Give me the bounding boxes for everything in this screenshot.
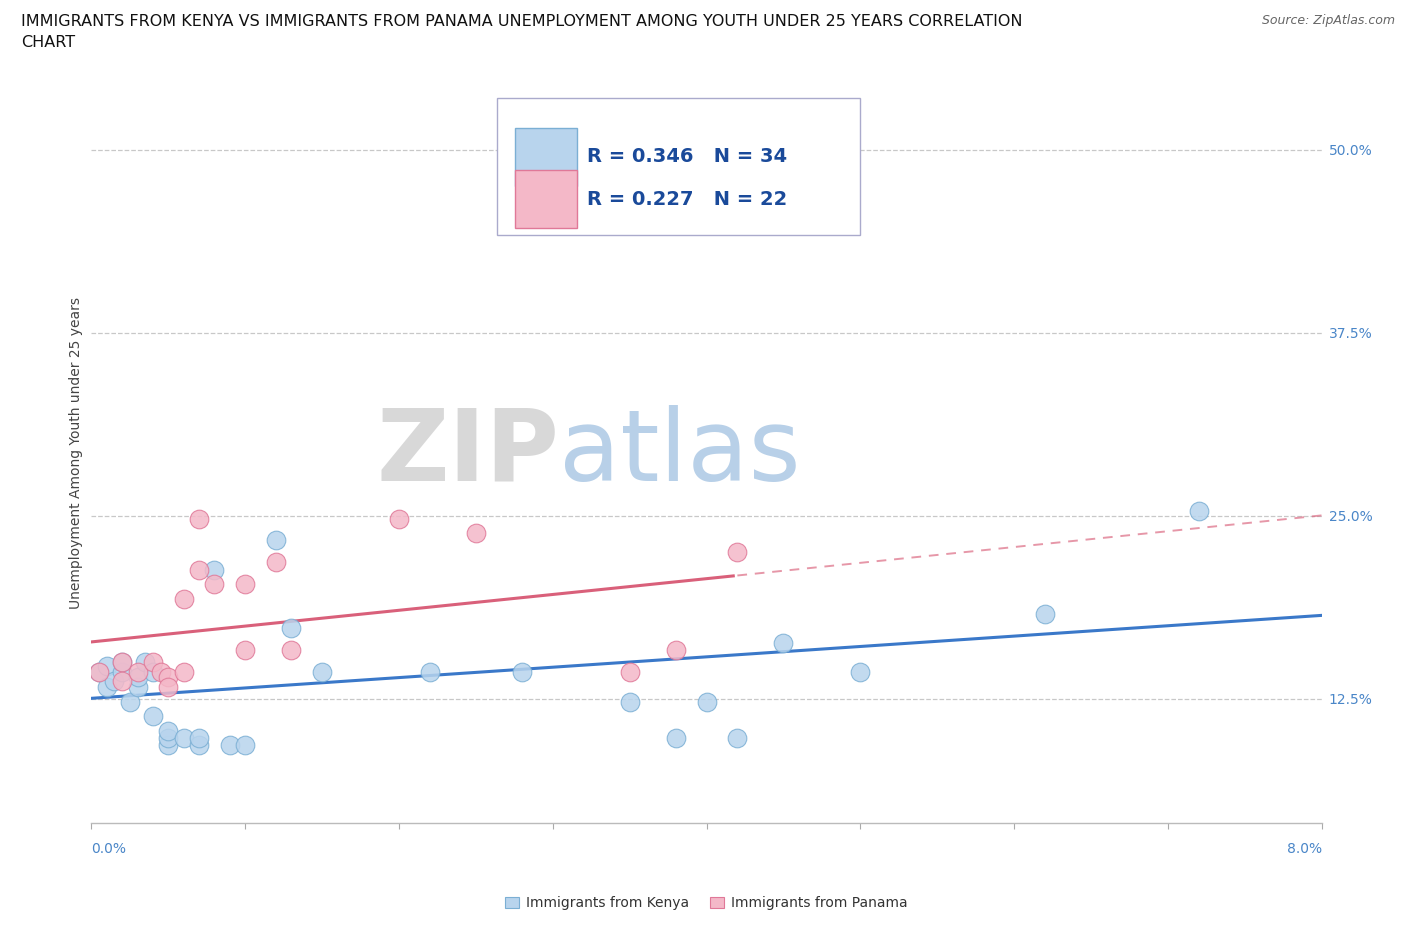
Point: [264, 533, 287, 548]
Point: [157, 731, 180, 746]
Point: [142, 709, 165, 724]
FancyBboxPatch shape: [498, 99, 860, 235]
Point: [311, 665, 333, 680]
Point: [188, 731, 211, 746]
Point: [1033, 606, 1056, 621]
FancyBboxPatch shape: [515, 128, 578, 186]
Point: [157, 680, 180, 695]
Point: [149, 665, 172, 680]
Point: [202, 577, 225, 591]
Point: [134, 655, 156, 670]
Point: [188, 563, 211, 578]
Point: [1187, 504, 1209, 519]
Text: R = 0.346   N = 34: R = 0.346 N = 34: [588, 147, 787, 166]
Point: [157, 738, 180, 753]
Point: [111, 673, 134, 688]
Point: [233, 643, 256, 658]
Point: [157, 724, 180, 738]
Y-axis label: Unemployment Among Youth under 25 years: Unemployment Among Youth under 25 years: [69, 298, 83, 609]
Point: [665, 643, 688, 658]
Point: [173, 591, 195, 606]
Point: [103, 673, 125, 688]
Legend: Immigrants from Kenya, Immigrants from Panama: Immigrants from Kenya, Immigrants from P…: [501, 891, 912, 916]
Point: [127, 680, 149, 695]
Text: atlas: atlas: [558, 405, 800, 502]
Point: [96, 659, 118, 674]
Point: [264, 555, 287, 570]
Point: [233, 577, 256, 591]
Point: [464, 525, 486, 540]
Point: [619, 694, 641, 709]
FancyBboxPatch shape: [515, 170, 578, 228]
Point: [127, 665, 149, 680]
Text: IMMIGRANTS FROM KENYA VS IMMIGRANTS FROM PANAMA UNEMPLOYMENT AMONG YOUTH UNDER 2: IMMIGRANTS FROM KENYA VS IMMIGRANTS FROM…: [21, 14, 1022, 29]
Point: [202, 563, 225, 578]
Point: [118, 694, 141, 709]
Point: [96, 680, 118, 695]
Point: [665, 731, 688, 746]
Text: 8.0%: 8.0%: [1286, 842, 1322, 857]
Point: [695, 694, 717, 709]
Text: 0.0%: 0.0%: [91, 842, 127, 857]
Text: CHART: CHART: [21, 35, 75, 50]
Point: [111, 665, 134, 680]
Point: [127, 670, 149, 684]
Point: [388, 512, 411, 526]
Point: [157, 670, 180, 684]
Point: [619, 665, 641, 680]
Point: [510, 665, 533, 680]
Point: [233, 738, 256, 753]
Point: [772, 635, 794, 650]
Point: [188, 512, 211, 526]
Text: ZIP: ZIP: [375, 405, 558, 502]
Point: [218, 738, 240, 753]
Point: [87, 665, 110, 680]
Point: [87, 665, 110, 680]
Point: [111, 655, 134, 670]
Point: [849, 665, 872, 680]
Text: Source: ZipAtlas.com: Source: ZipAtlas.com: [1261, 14, 1395, 27]
Point: [142, 655, 165, 670]
Point: [173, 731, 195, 746]
Point: [188, 738, 211, 753]
Text: R = 0.227   N = 22: R = 0.227 N = 22: [588, 190, 787, 208]
Point: [725, 731, 748, 746]
Point: [280, 621, 302, 636]
Point: [419, 665, 441, 680]
Point: [725, 545, 748, 560]
Point: [142, 665, 165, 680]
Point: [280, 643, 302, 658]
Point: [173, 665, 195, 680]
Point: [111, 655, 134, 670]
